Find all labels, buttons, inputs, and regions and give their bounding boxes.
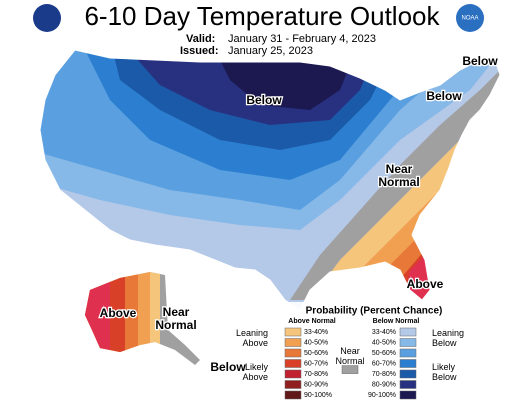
valid-dates: January 31 - February 4, 2023: [228, 33, 376, 45]
legend-group-label: Leaning Below: [432, 328, 464, 348]
legend-swatch: [399, 390, 417, 400]
legend-range: 90-100%: [304, 392, 332, 399]
legend-group-label: Leaning Above: [236, 328, 268, 348]
legend-range: 60-70%: [304, 360, 328, 367]
legend-range: 80-90%: [372, 381, 396, 388]
doc-logo: [33, 4, 61, 32]
issued-label: Issued:: [180, 45, 219, 57]
map-label: Below: [246, 93, 282, 107]
legend-swatch: [284, 390, 302, 400]
map-label: Below: [426, 89, 462, 103]
valid-label: Valid:: [186, 33, 215, 45]
noaa-text: NOAA: [461, 16, 478, 22]
legend-title: Probability (Percent Chance): [306, 306, 443, 317]
legend-heading: Above Normal: [288, 318, 336, 325]
legend-range: 70-80%: [372, 371, 396, 378]
legend-swatch: [284, 380, 302, 389]
legend-heading: Below Normal: [373, 318, 420, 325]
legend-group-label: Likely Below: [432, 362, 457, 382]
map-label: Above: [100, 306, 137, 320]
issued-date: January 25, 2023: [228, 45, 313, 57]
legend-swatch: [399, 369, 417, 379]
legend-group-label: Likely Above: [242, 362, 268, 382]
legend-swatch: [284, 369, 302, 379]
legend-range: 70-80%: [304, 371, 328, 378]
legend-range: 33-40%: [372, 329, 396, 336]
legend-range: 40-50%: [304, 339, 328, 346]
legend-range: 90-100%: [368, 392, 396, 399]
legend-range: 60-70%: [372, 360, 396, 367]
map-label: Below: [210, 360, 246, 374]
legend-swatch: [399, 348, 417, 358]
noaa-logo: [456, 4, 484, 32]
legend-range: 40-50%: [372, 339, 396, 346]
legend-range: 33-40%: [304, 329, 328, 336]
legend-swatch: [399, 338, 417, 347]
legend-swatch: [399, 380, 417, 389]
legend-range: 50-60%: [372, 350, 396, 357]
map-label: Near Normal: [155, 305, 196, 332]
legend-box: [238, 302, 510, 402]
map-label: Above: [407, 277, 444, 291]
map-label: Below: [462, 54, 498, 68]
legend-swatch: [399, 359, 417, 368]
map-label: Near Normal: [378, 162, 419, 189]
legend-range: 50-60%: [304, 350, 328, 357]
title: 6-10 Day Temperature Outlook: [84, 1, 440, 31]
legend-range: 80-90%: [304, 381, 328, 388]
legend-swatch: [284, 327, 302, 337]
legend-group-label: Near Normal: [335, 346, 364, 366]
legend-swatch: [284, 359, 302, 368]
legend-swatch: [341, 365, 359, 374]
legend-swatch: [284, 348, 302, 358]
legend-swatch: [399, 327, 417, 337]
legend-swatch: [284, 338, 302, 347]
